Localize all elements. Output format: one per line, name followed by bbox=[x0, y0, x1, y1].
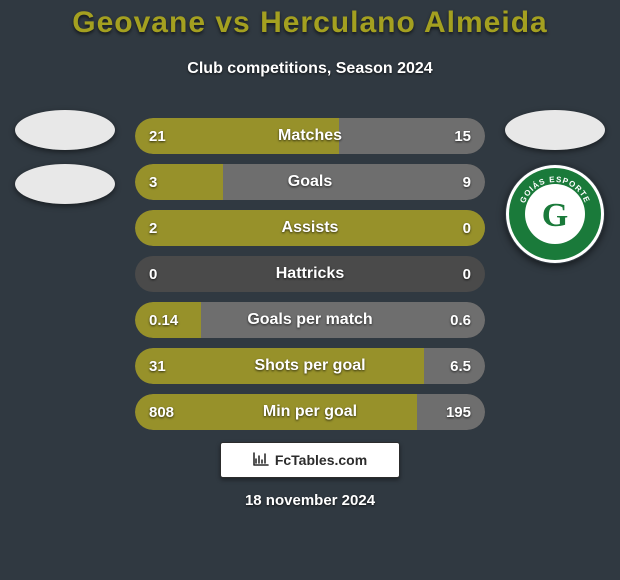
stat-label: Matches bbox=[135, 118, 485, 154]
stat-label: Assists bbox=[135, 210, 485, 246]
stat-label: Min per goal bbox=[135, 394, 485, 430]
stat-value-left: 31 bbox=[149, 348, 166, 384]
stat-value-right: 0 bbox=[463, 210, 471, 246]
player1-name: Geovane bbox=[72, 6, 206, 39]
stat-value-left: 808 bbox=[149, 394, 174, 430]
goias-logo-svg: GOIÁS ESPORTE 6-4-1943 G bbox=[505, 164, 605, 264]
branding-box: FcTables.com bbox=[220, 442, 400, 478]
stat-row: Goals3 9 bbox=[135, 164, 485, 200]
date-label: 18 november 2024 bbox=[0, 492, 620, 509]
stat-value-right: 15 bbox=[454, 118, 471, 154]
stat-value-right: 195 bbox=[446, 394, 471, 430]
stat-value-left: 21 bbox=[149, 118, 166, 154]
stat-row: Shots per goal31 6.5 bbox=[135, 348, 485, 384]
stat-label: Hattricks bbox=[135, 256, 485, 292]
stat-row: Hattricks0 0 bbox=[135, 256, 485, 292]
stats-container: Matches2115Goals39Assists20Hattricks00Go… bbox=[135, 118, 485, 430]
stat-row: Min per goal808 195 bbox=[135, 394, 485, 430]
stat-label: Shots per goal bbox=[135, 348, 485, 384]
subtitle: Club competitions, Season 2024 bbox=[0, 60, 620, 78]
player1-avatar-col bbox=[10, 110, 120, 264]
player2-avatar-col: GOIÁS ESPORTE 6-4-1943 G bbox=[500, 110, 610, 264]
stat-value-right: 6.5 bbox=[450, 348, 471, 384]
stat-value-right: 0.6 bbox=[450, 302, 471, 338]
stat-row: Goals per match0.14 0.6 bbox=[135, 302, 485, 338]
stat-label: Goals bbox=[135, 164, 485, 200]
player2-name: Herculano Almeida bbox=[260, 6, 548, 39]
player1-avatar bbox=[15, 110, 115, 150]
page-title: Geovane vs Herculano Almeida bbox=[0, 6, 620, 40]
stat-value-right: 0 bbox=[463, 256, 471, 292]
chart-icon bbox=[253, 452, 269, 469]
stat-value-left: 0.14 bbox=[149, 302, 178, 338]
stat-value-right: 9 bbox=[463, 164, 471, 200]
stat-value-left: 2 bbox=[149, 210, 157, 246]
player2-club-logo: GOIÁS ESPORTE 6-4-1943 G bbox=[505, 164, 605, 264]
stat-row: Matches21 15 bbox=[135, 118, 485, 154]
stat-value-left: 0 bbox=[149, 256, 157, 292]
player2-avatar bbox=[505, 110, 605, 150]
player1-club-logo bbox=[15, 164, 115, 204]
stat-row: Assists2 0 bbox=[135, 210, 485, 246]
stat-value-left: 3 bbox=[149, 164, 157, 200]
branding-text: FcTables.com bbox=[275, 452, 367, 468]
vs-separator: vs bbox=[215, 6, 250, 39]
stat-label: Goals per match bbox=[135, 302, 485, 338]
logo-g: G bbox=[542, 197, 568, 234]
